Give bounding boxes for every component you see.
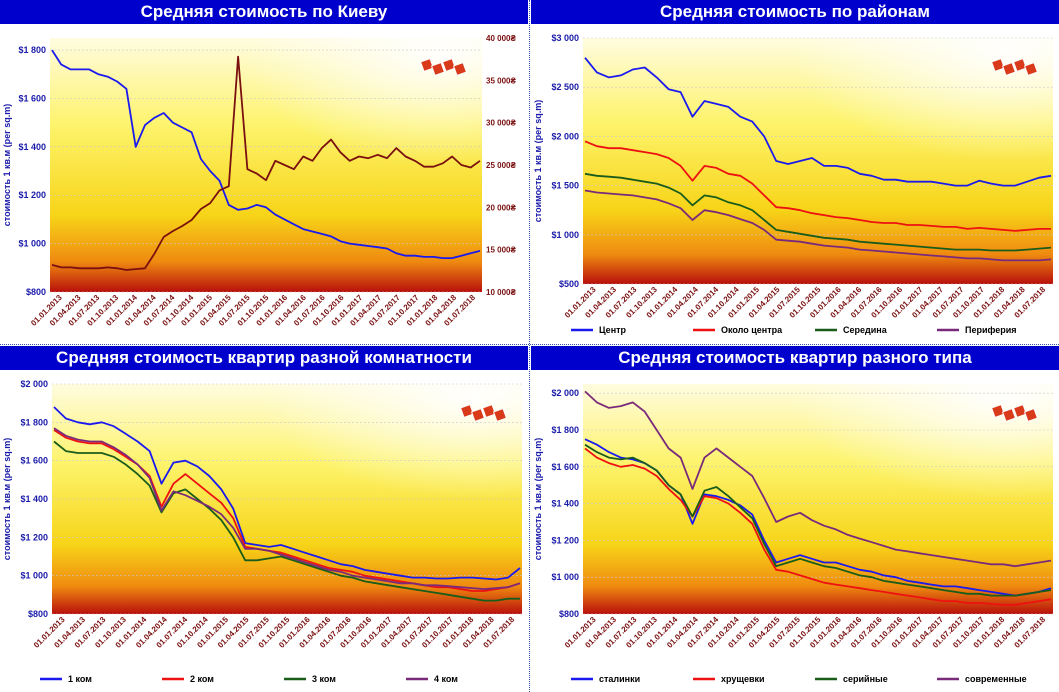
y-tick-label: $2 500 — [551, 82, 579, 92]
series-line-0 — [51, 49, 481, 260]
y-tick-label: $3 000 — [551, 33, 579, 43]
series-line-1 — [584, 140, 1051, 232]
chart-title-types: Средняя стоимость квартир разного типа — [531, 346, 1059, 370]
y-tick-label: $800 — [559, 609, 579, 619]
y-axis-label: стоимость 1 кв.м (per sq.m) — [2, 438, 12, 560]
legend-label: 1 ком — [68, 674, 92, 684]
legend-label: 4 ком — [434, 674, 458, 684]
plot-glow — [52, 384, 522, 614]
legend-label: 2 ком — [190, 674, 214, 684]
legend-label: Середина — [843, 325, 888, 335]
y-tick-label: $1 000 — [20, 571, 48, 581]
legend-label: серийные — [843, 674, 888, 684]
series-line-2 — [584, 172, 1052, 252]
y-tick-label: $800 — [26, 287, 46, 297]
chart-title-districts: Средняя стоимость по районам — [531, 0, 1059, 24]
y2-tick-label: 10 000₴ — [486, 288, 516, 297]
panel-divider-horizontal — [0, 344, 1059, 345]
y-tick-label: $1 000 — [551, 572, 579, 582]
legend-label: сталинки — [599, 674, 640, 684]
y-axis-label: стоимость 1 кв.м (per sq.m) — [533, 438, 543, 560]
y-tick-label: $1 000 — [18, 239, 46, 249]
y-tick-label: $1 600 — [18, 93, 46, 103]
y2-tick-label: 35 000₴ — [486, 76, 516, 85]
y-tick-label: $1 400 — [551, 499, 579, 509]
legend-label: хрущевки — [721, 674, 765, 684]
logo-icon — [990, 57, 1039, 77]
chart-title-rooms: Средняя стоимость квартир разной комнатн… — [0, 346, 528, 370]
y-tick-label: $1 200 — [551, 535, 579, 545]
series-line-3 — [584, 390, 1052, 568]
chart-districts: $500 $1 000 $1 500 $2 000 $2 500 $3 000 стоимо… — [533, 33, 1053, 335]
legend-label: Центр — [599, 325, 627, 335]
y2-tick-label: 15 000₴ — [486, 246, 516, 255]
plot-glow — [583, 384, 1053, 614]
series-line-2 — [584, 443, 1052, 597]
series-line-0 — [53, 406, 521, 581]
y-tick-label: $1 800 — [18, 45, 46, 55]
series-line-1 — [51, 55, 481, 271]
y2-tick-label: 30 000₴ — [486, 119, 516, 128]
panel-types: Средняя стоимость квартир разного типа $… — [531, 346, 1059, 692]
legend-label: современные — [965, 674, 1027, 684]
y2-tick-label: 20 000₴ — [486, 203, 516, 212]
panel-districts: Средняя стоимость по районам $500 $1 000 $… — [531, 0, 1059, 343]
y-tick-label: $800 — [28, 609, 48, 619]
series-line-2 — [53, 440, 520, 602]
plot-glow — [50, 38, 482, 292]
y-tick-label: $1 200 — [18, 190, 46, 200]
y-axis-label: стоимость 1 кв.м (per sq.m) — [2, 104, 12, 226]
series-line-3 — [584, 189, 1052, 262]
y-tick-label: $2 000 — [551, 131, 579, 141]
y-tick-label: $2 000 — [20, 379, 48, 389]
y-tick-label: $500 — [559, 279, 579, 289]
logo-icon — [459, 403, 508, 423]
legend-label: Периферия — [965, 325, 1017, 335]
y-tick-label: $1 200 — [20, 532, 48, 542]
series-line-0 — [584, 57, 1052, 187]
chart-title-kiev: Средняя стоимость по Киеву — [0, 0, 528, 24]
chart-types: $800 $1 000 $1 200 $1 400 $1 600 $1 800 $2 000… — [533, 384, 1053, 684]
y-axis-label: стоимость 1 кв.м (per sq.m) — [533, 100, 543, 222]
legend-label: Около центра — [721, 325, 783, 335]
y-tick-label: $1 600 — [551, 462, 579, 472]
logo-icon — [419, 57, 468, 77]
y-tick-label: $1 800 — [551, 425, 579, 435]
panel-kiev: Средняя стоимость по Киеву $800 $1 000 $1 … — [0, 0, 528, 343]
y2-tick-label: 25 000₴ — [486, 161, 516, 170]
y2-tick-label: 40 000₴ — [486, 34, 516, 43]
y-tick-label: $2 000 — [551, 388, 579, 398]
series-line-3 — [53, 427, 521, 591]
y-tick-label: $1 400 — [18, 142, 46, 152]
series-line-1 — [584, 447, 1052, 606]
y-tick-label: $1 400 — [20, 494, 48, 504]
legend-label: 3 ком — [312, 674, 336, 684]
panel-divider-vertical — [529, 0, 530, 692]
y-tick-label: $1 500 — [551, 181, 579, 191]
y-tick-label: $1 800 — [20, 417, 48, 427]
y-tick-label: $1 600 — [20, 456, 48, 466]
y-tick-label: $1 000 — [551, 230, 579, 240]
panel-rooms: Средняя стоимость квартир разной комнатн… — [0, 346, 528, 692]
chart-kiev: $800 $1 000 $1 200 $1 400 $1 600 $1 800 стоимо… — [2, 34, 516, 328]
logo-icon — [990, 403, 1039, 423]
chart-rooms: $800 $1 000 $1 200 $1 400 $1 600 $1 800 $2 000… — [2, 379, 522, 684]
